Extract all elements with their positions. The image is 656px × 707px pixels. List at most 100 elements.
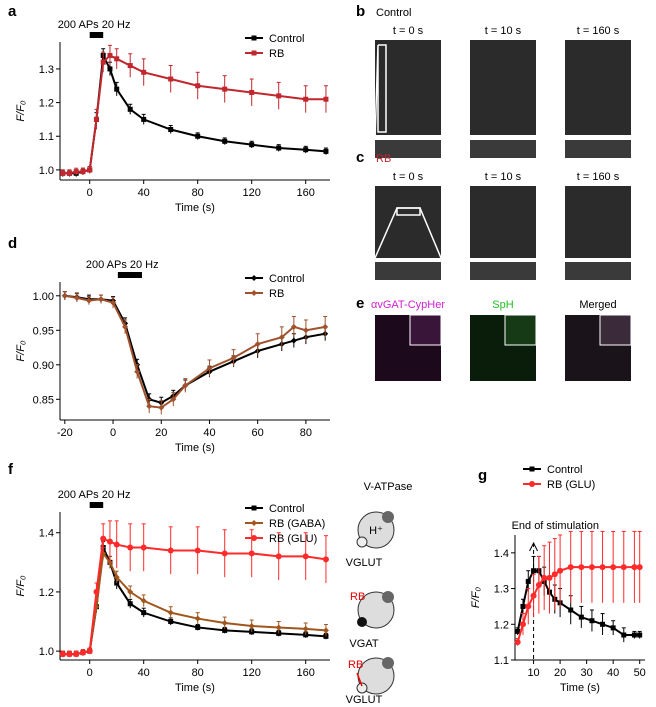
marker: [519, 621, 526, 628]
marker: [113, 541, 120, 548]
marker: [106, 538, 113, 545]
blocker: [356, 672, 363, 687]
marker: [290, 337, 297, 344]
series-line: [64, 294, 326, 409]
marker: [170, 396, 177, 403]
marker: [515, 628, 521, 634]
x-tick-label: 160: [297, 187, 315, 199]
marker: [251, 50, 257, 56]
marker: [546, 574, 553, 581]
channel-label: αvGAT-CypHer: [371, 299, 445, 311]
marker: [195, 83, 201, 89]
marker: [278, 334, 285, 341]
schematic-label: VGLUT: [346, 694, 383, 706]
x-tick-label: 120: [243, 187, 261, 199]
marker: [93, 116, 99, 122]
zoom-strip: [565, 140, 631, 158]
zoom-strip: [470, 262, 536, 280]
annotation: 200 APs 20 Hz: [86, 259, 159, 271]
marker: [530, 592, 537, 599]
marker: [141, 610, 147, 616]
marker: [73, 294, 80, 301]
inset: [409, 314, 442, 346]
frame-label: t = 0 s: [393, 171, 424, 183]
marker: [275, 553, 282, 560]
marker: [122, 323, 129, 330]
marker: [631, 564, 638, 571]
panel-letter: c: [356, 149, 364, 166]
marker: [100, 59, 106, 65]
schematic-label: VGAT: [349, 638, 378, 650]
marker: [275, 624, 282, 631]
marker: [206, 365, 213, 372]
marker: [66, 651, 73, 658]
marker: [127, 106, 133, 112]
annotation: 200 APs 20 Hz: [58, 489, 131, 501]
annotation: 200 APs 20 Hz: [58, 19, 131, 31]
marker: [514, 639, 521, 646]
y-tick-label: 1.3: [39, 64, 54, 76]
y-tick-label: 1.4: [39, 528, 54, 540]
y-tick-label: 1.3: [494, 584, 509, 596]
marker: [251, 505, 257, 511]
x-tick-label: -20: [57, 427, 73, 439]
marker: [100, 535, 107, 542]
panel-letter: b: [356, 3, 365, 20]
marker: [168, 619, 174, 625]
marker: [302, 625, 309, 632]
legend-label: RB (GABA): [269, 518, 325, 530]
x-tick-label: 60: [252, 427, 264, 439]
transporter: [357, 617, 367, 627]
legend-label: Control: [269, 33, 304, 45]
marker: [322, 323, 329, 330]
y-tick-label: 0.95: [33, 325, 54, 337]
x-tick-label: 40: [203, 427, 215, 439]
y-tick-label: 1.1: [494, 655, 509, 667]
marker: [600, 621, 606, 627]
x-tick-label: 80: [192, 187, 204, 199]
marker: [167, 609, 174, 616]
micrograph: [375, 40, 441, 135]
marker: [637, 632, 643, 638]
marker: [221, 550, 228, 557]
panel-letter: a: [8, 3, 17, 20]
marker: [97, 296, 104, 303]
x-tick-label: 0: [110, 427, 116, 439]
inset: [599, 314, 632, 346]
marker: [636, 564, 643, 571]
marker: [222, 138, 228, 144]
x-tick-label: 160: [297, 667, 315, 679]
x-tick-label: 0: [87, 667, 93, 679]
marker: [86, 648, 93, 655]
frame-label: t = 10 s: [485, 171, 522, 183]
legend-label: RB: [269, 48, 284, 60]
frame-label: t = 160 s: [577, 171, 620, 183]
marker: [254, 341, 261, 348]
y-tick-label: 1.0: [39, 646, 54, 658]
y-tick-label: 1.0: [39, 165, 54, 177]
y-tick-label: 1.2: [39, 587, 54, 599]
marker: [85, 297, 92, 304]
panel-title: Control: [376, 7, 411, 19]
marker: [222, 627, 228, 633]
frame-label: t = 0 s: [393, 25, 424, 37]
x-tick-label: 40: [607, 667, 619, 679]
marker: [303, 96, 309, 102]
marker: [249, 142, 255, 148]
marker: [230, 354, 237, 361]
panel-letter: e: [356, 295, 364, 312]
marker: [194, 615, 201, 622]
marker: [222, 86, 228, 92]
series-line: [62, 550, 327, 656]
marker: [114, 86, 120, 92]
marker: [599, 564, 606, 571]
marker: [110, 299, 117, 306]
x-tick-label: 120: [243, 667, 261, 679]
x-tick-label: 10: [527, 667, 539, 679]
roi: [396, 207, 421, 216]
zoom-strip: [375, 140, 441, 158]
marker: [167, 547, 174, 554]
marker: [525, 578, 531, 584]
marker: [107, 52, 113, 58]
marker: [323, 148, 329, 154]
